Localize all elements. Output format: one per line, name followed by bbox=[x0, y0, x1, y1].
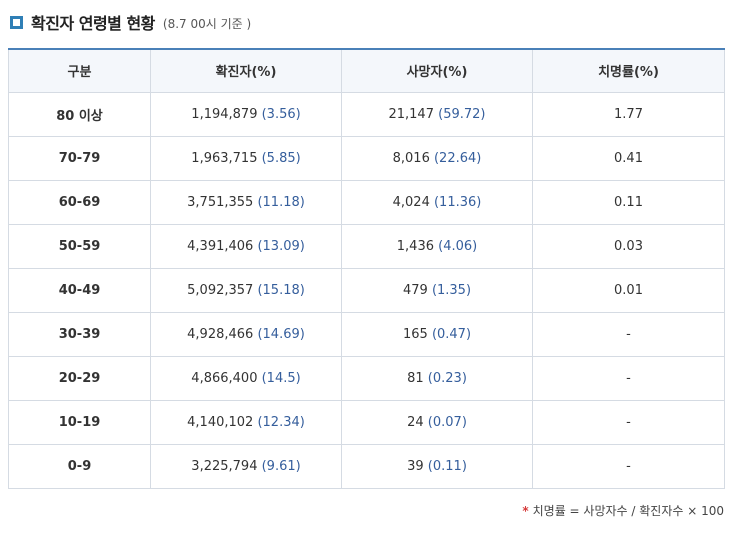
table-row: 30-39 4,928,466 (14.69) 165 (0.47) - bbox=[8, 311, 725, 357]
cell-cfr: - bbox=[532, 355, 725, 401]
cases-count: 5,092,357 bbox=[187, 282, 254, 298]
age-stats-table: 구분 확진자(%) 사망자(%) 치명률(%) 80 이상 1,194,879 (… bbox=[8, 48, 725, 489]
footnote: * 치명률 = 사망자수 / 확진자수 × 100 bbox=[522, 502, 724, 519]
cell-age-group: 60-69 bbox=[8, 179, 151, 225]
cell-cases: 1,194,879 (3.56) bbox=[150, 91, 342, 137]
cases-count: 4,391,406 bbox=[187, 238, 254, 254]
cell-deaths: 24 (0.07) bbox=[341, 399, 533, 445]
table-row: 20-29 4,866,400 (14.5) 81 (0.23) - bbox=[8, 355, 725, 401]
footnote-text: 치명률 = 사망자수 / 확진자수 × 100 bbox=[532, 504, 724, 518]
cell-cfr: - bbox=[532, 443, 725, 489]
table-row: 50-59 4,391,406 (13.09) 1,436 (4.06) 0.03 bbox=[8, 223, 725, 269]
cases-count: 1,194,879 bbox=[191, 106, 258, 122]
cases-percent: (3.56) bbox=[261, 106, 301, 122]
column-header-group: 구분 bbox=[8, 48, 151, 93]
deaths-percent: (4.06) bbox=[438, 238, 478, 254]
cell-deaths: 21,147 (59.72) bbox=[341, 91, 533, 137]
cell-age-group: 10-19 bbox=[8, 399, 151, 445]
cell-cfr: 0.01 bbox=[532, 267, 725, 313]
deaths-count: 165 bbox=[402, 326, 428, 342]
table-header-row: 구분 확진자(%) 사망자(%) 치명률(%) bbox=[8, 48, 725, 93]
cell-deaths: 165 (0.47) bbox=[341, 311, 533, 357]
cell-age-group: 80 이상 bbox=[8, 91, 151, 137]
table-row: 70-79 1,963,715 (5.85) 8,016 (22.64) 0.41 bbox=[8, 135, 725, 181]
deaths-percent: (0.07) bbox=[427, 414, 467, 430]
column-header-cases: 확진자(%) bbox=[150, 48, 342, 93]
deaths-percent: (11.36) bbox=[433, 194, 482, 210]
cell-cases: 4,391,406 (13.09) bbox=[150, 223, 342, 269]
cell-cases: 4,140,102 (12.34) bbox=[150, 399, 342, 445]
cell-age-group: 70-79 bbox=[8, 135, 151, 181]
deaths-percent: (0.11) bbox=[427, 458, 467, 474]
cases-count: 4,928,466 bbox=[187, 326, 254, 342]
deaths-percent: (0.47) bbox=[431, 326, 472, 342]
cell-cfr: - bbox=[532, 399, 725, 445]
cases-percent: (13.09) bbox=[257, 238, 305, 254]
table-row: 60-69 3,751,355 (11.18) 4,024 (11.36) 0.11 bbox=[8, 179, 725, 225]
cases-percent: (11.18) bbox=[257, 194, 305, 210]
cell-cases: 3,225,794 (9.61) bbox=[150, 443, 342, 489]
cell-age-group: 50-59 bbox=[8, 223, 151, 269]
cell-age-group: 40-49 bbox=[8, 267, 151, 313]
footnote-asterisk: * bbox=[522, 504, 529, 518]
cell-cfr: 0.41 bbox=[532, 135, 725, 181]
cell-cases: 4,866,400 (14.5) bbox=[150, 355, 342, 401]
cell-deaths: 479 (1.35) bbox=[341, 267, 533, 313]
cell-deaths: 4,024 (11.36) bbox=[341, 179, 533, 225]
table-row: 0-9 3,225,794 (9.61) 39 (0.11) - bbox=[8, 443, 725, 489]
table-row: 10-19 4,140,102 (12.34) 24 (0.07) - bbox=[8, 399, 725, 445]
cell-age-group: 0-9 bbox=[8, 443, 151, 489]
page-title: 확진자 연령별 현황 bbox=[31, 14, 155, 33]
cell-deaths: 81 (0.23) bbox=[341, 355, 533, 401]
square-outline-icon bbox=[10, 15, 23, 29]
cell-cases: 3,751,355 (11.18) bbox=[150, 179, 342, 225]
cases-percent: (5.85) bbox=[261, 150, 301, 166]
page-subtitle: (8.7 00시 기준 ) bbox=[162, 16, 252, 31]
deaths-count: 39 bbox=[407, 458, 424, 474]
cases-count: 4,866,400 bbox=[191, 370, 258, 386]
deaths-count: 1,436 bbox=[396, 238, 434, 254]
cell-cfr: 0.03 bbox=[532, 223, 725, 269]
deaths-percent: (1.35) bbox=[431, 282, 472, 298]
cases-percent: (14.5) bbox=[261, 370, 301, 386]
column-header-deaths: 사망자(%) bbox=[341, 48, 533, 93]
section-header: 확진자 연령별 현황 (8.7 00시 기준 ) bbox=[10, 10, 251, 34]
cell-cases: 1,963,715 (5.85) bbox=[150, 135, 342, 181]
column-header-cfr: 치명률(%) bbox=[532, 48, 725, 93]
table-body: 80 이상 1,194,879 (3.56) 21,147 (59.72) 1.77 7… bbox=[8, 91, 725, 489]
deaths-percent: (22.64) bbox=[433, 150, 482, 166]
table-row: 40-49 5,092,357 (15.18) 479 (1.35) 0.01 bbox=[8, 267, 725, 313]
cell-age-group: 30-39 bbox=[8, 311, 151, 357]
deaths-count: 81 bbox=[407, 370, 424, 386]
cases-percent: (14.69) bbox=[257, 326, 305, 342]
deaths-percent: (59.72) bbox=[438, 106, 486, 122]
cases-count: 4,140,102 bbox=[187, 414, 254, 430]
cell-cfr: - bbox=[532, 311, 725, 357]
cases-count: 1,963,715 bbox=[191, 150, 258, 166]
cases-count: 3,225,794 bbox=[191, 458, 258, 474]
table-row: 80 이상 1,194,879 (3.56) 21,147 (59.72) 1.77 bbox=[8, 91, 725, 137]
cell-cfr: 1.77 bbox=[532, 91, 725, 137]
cases-percent: (15.18) bbox=[257, 282, 305, 298]
cell-deaths: 39 (0.11) bbox=[341, 443, 533, 489]
deaths-count: 479 bbox=[402, 282, 428, 298]
deaths-count: 4,024 bbox=[392, 194, 430, 210]
cases-count: 3,751,355 bbox=[187, 194, 254, 210]
cases-percent: (9.61) bbox=[261, 458, 301, 474]
cell-deaths: 8,016 (22.64) bbox=[341, 135, 533, 181]
deaths-count: 24 bbox=[407, 414, 424, 430]
cell-deaths: 1,436 (4.06) bbox=[341, 223, 533, 269]
cases-percent: (12.34) bbox=[257, 414, 305, 430]
cell-cases: 4,928,466 (14.69) bbox=[150, 311, 342, 357]
cell-cfr: 0.11 bbox=[532, 179, 725, 225]
deaths-percent: (0.23) bbox=[427, 370, 467, 386]
cell-age-group: 20-29 bbox=[8, 355, 151, 401]
deaths-count: 8,016 bbox=[392, 150, 430, 166]
deaths-count: 21,147 bbox=[388, 106, 434, 122]
cell-cases: 5,092,357 (15.18) bbox=[150, 267, 342, 313]
